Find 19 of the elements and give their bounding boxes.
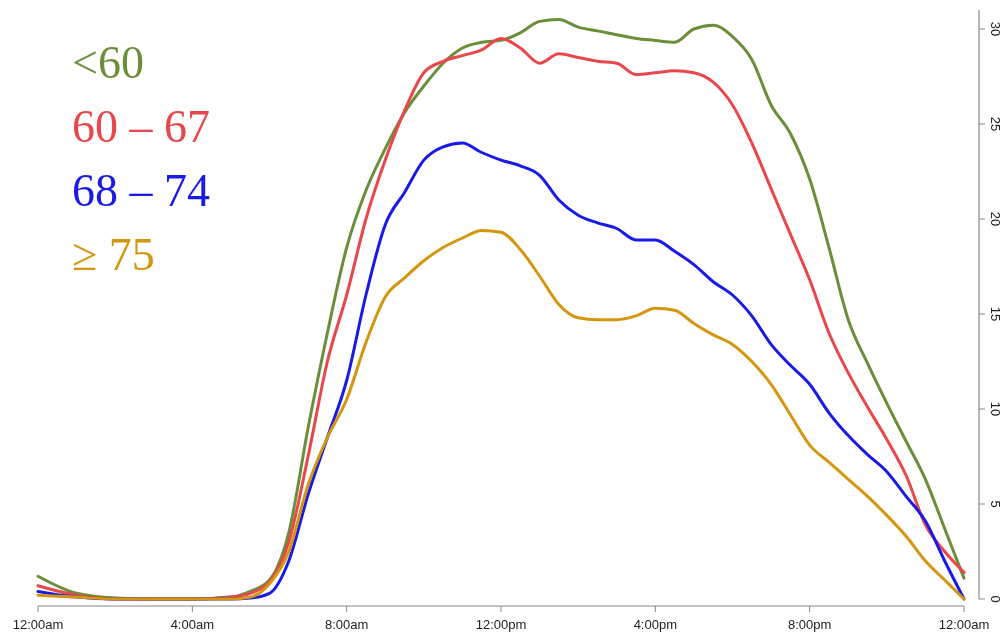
y-tick-label: 10: [988, 401, 1002, 417]
x-tick-label: 4:00am: [170, 617, 215, 632]
x-tick-label: 4:00pm: [633, 617, 678, 632]
text: <60: [72, 37, 144, 88]
text: 60 – 67: [72, 101, 210, 152]
x-tick-label: 8:00am: [324, 617, 369, 632]
x-tick-label: 8:00pm: [787, 617, 832, 632]
y-tick-label: 30: [988, 21, 1002, 37]
line-series: [36, 228, 966, 601]
y-tick-label: 15: [988, 306, 1002, 322]
text: ≥ 75: [72, 229, 155, 280]
y-tick-label: 25: [988, 116, 1002, 132]
x-tick-label: 12:00pm: [475, 617, 527, 632]
x-tick-label: 12:00am: [12, 617, 64, 632]
y-tick-label: 20: [988, 211, 1002, 227]
y-tick-label: 0: [988, 595, 1002, 603]
text: 68 – 74: [72, 165, 210, 216]
y-tick-label: 5: [988, 500, 1002, 508]
x-tick-label: 12:00am: [938, 617, 990, 632]
